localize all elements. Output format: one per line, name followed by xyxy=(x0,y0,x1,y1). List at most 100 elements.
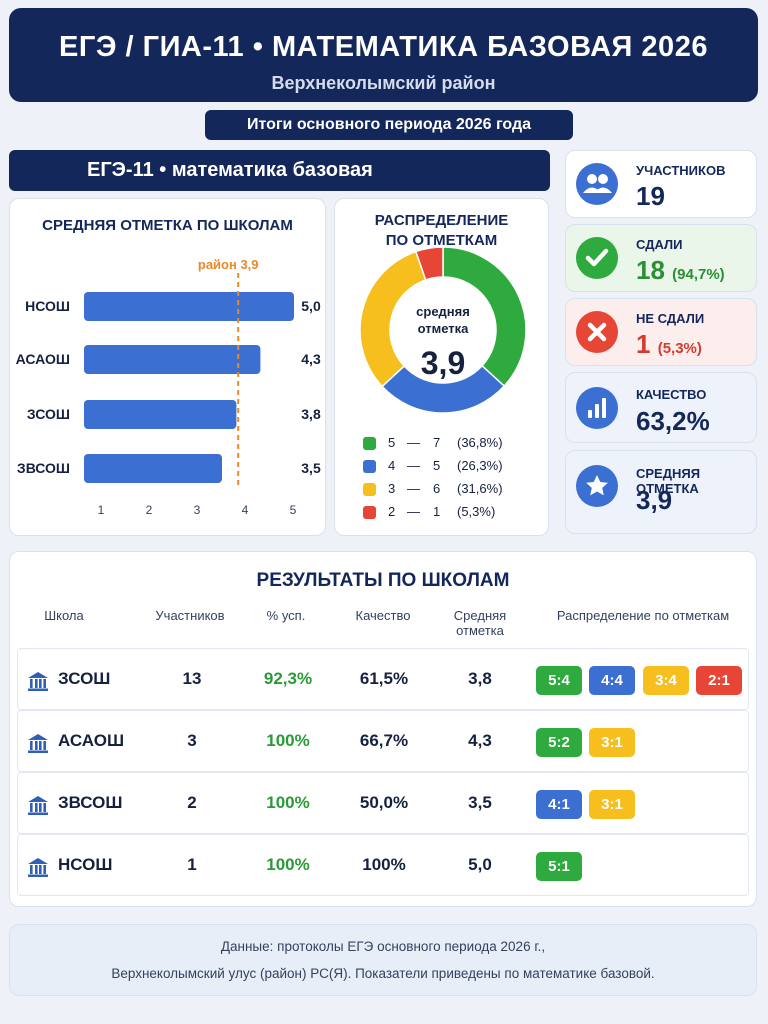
footer-line-1: Данные: протоколы ЕГЭ основного периода … xyxy=(220,939,546,954)
stat-passed: СДАЛИ 18 (94,7%) xyxy=(565,224,757,292)
grade-chip: 5:2 xyxy=(536,728,582,757)
bar-АСАОШ xyxy=(84,345,261,374)
page-title: ЕГЭ / ГИА-11 • МАТЕМАТИКА БАЗОВАЯ 2026 xyxy=(59,31,708,63)
legend-grade: 3 xyxy=(388,481,395,496)
donut-center-label: средняя xyxy=(416,304,470,319)
grade-chip: 5:4 xyxy=(536,666,582,695)
x-tick-label: 2 xyxy=(146,503,153,517)
stat-label: УЧАСТНИКОВ xyxy=(636,163,726,178)
col-header-average-line-2: отметка xyxy=(456,623,504,638)
table-row: АСАОШ 3 100% 66,7% 4,3 5:2 3:1 xyxy=(17,710,749,772)
legend-count: 6 xyxy=(433,481,440,496)
cell-success: 92,3% xyxy=(263,669,313,688)
legend-count: 1 xyxy=(433,504,440,519)
legend-pct: (26,3%) xyxy=(457,458,503,473)
cell-participants: 13 xyxy=(182,669,202,688)
cell-success: 100% xyxy=(266,855,310,874)
table-row: ЗСОШ 13 92,3% 61,5% 3,8 5:4 4:4 3:4 2:1 xyxy=(17,648,749,710)
bar-НСОШ xyxy=(84,292,294,321)
cell-average: 3,5 xyxy=(468,793,492,812)
stat-label: СРЕДНЯЯ ОТМЕТКА xyxy=(636,466,701,496)
stat-failed: НЕ СДАЛИ 1 (5,3%) xyxy=(565,298,757,366)
col-header-average-line-1: Средняя xyxy=(453,608,507,623)
legend-count: 5 xyxy=(433,458,440,473)
stat-value: 19 xyxy=(636,181,665,211)
legend-dash: — xyxy=(407,481,420,496)
legend-swatch xyxy=(363,483,376,496)
grade-chip: 4:1 xyxy=(536,790,582,819)
district-average-label: район 3,9 xyxy=(198,257,259,272)
legend-dash: — xyxy=(407,458,420,473)
donut-title-line-2: ПО ОТМЕТКАМ xyxy=(385,232,498,249)
grade-chip: 3:1 xyxy=(589,728,635,757)
stat-value: 63,2% xyxy=(636,406,710,436)
cell-school: ЗСОШ xyxy=(58,669,111,688)
bar-chart-card: СРЕДНЯЯ ОТМЕТКА ПО ШКОЛАМ НСОШ 5,0 АСАОШ 4,… xyxy=(9,198,326,536)
stat-value: 3,9 xyxy=(636,485,673,515)
bar-ЗВСОШ xyxy=(84,454,222,483)
table-row: ЗВСОШ 2 100% 50,0% 3,5 4:1 3:1 xyxy=(17,772,749,834)
col-header-school: Школа xyxy=(44,608,84,623)
cell-average: 5,0 xyxy=(468,855,492,874)
bar-category-label: ЗВСОШ xyxy=(17,460,70,476)
school-building-icon xyxy=(28,858,48,877)
col-header-distribution: Распределение по отметкам xyxy=(556,608,730,623)
x-tick-label: 4 xyxy=(242,503,249,517)
grade-chip: 3:4 xyxy=(643,666,689,695)
bar-value-label: 4,3 xyxy=(301,351,321,367)
school-building-icon xyxy=(28,796,48,815)
users-icon xyxy=(576,163,618,205)
x-tick-label: 3 xyxy=(194,503,201,517)
legend-pct: (31,6%) xyxy=(457,481,503,496)
school-building-icon xyxy=(28,734,48,753)
grade-chip: 4:4 xyxy=(589,666,635,695)
cell-average: 4,3 xyxy=(468,731,492,750)
col-header-average: Средняя отметка xyxy=(438,608,522,638)
period-label: Итоги основного периода 2026 года xyxy=(205,110,573,140)
stat-participants: УЧАСТНИКОВ 19 xyxy=(565,150,757,218)
star-icon xyxy=(576,465,618,507)
legend-grade: 4 xyxy=(388,458,395,473)
school-building-icon xyxy=(28,672,48,691)
cell-success: 100% xyxy=(266,793,310,812)
cell-average: 3,8 xyxy=(468,669,492,688)
legend-pct: (36,8%) xyxy=(457,435,503,450)
section-title: ЕГЭ-11 • математика базовая xyxy=(9,150,550,191)
donut-slice-grade-5 xyxy=(442,246,527,388)
cell-quality: 100% xyxy=(362,855,406,874)
bar-value-label: 5,0 xyxy=(301,298,321,314)
stat-value-sub: (5,3%) xyxy=(657,340,702,357)
legend-swatch xyxy=(363,460,376,473)
cell-participants: 3 xyxy=(187,731,197,750)
footer-note: Данные: протоколы ЕГЭ основного периода … xyxy=(9,924,757,996)
legend-dash: — xyxy=(407,435,420,450)
stat-value-number: 1 xyxy=(636,329,651,359)
footer-line-2: Верхнеколымский улус (район) РС(Я). Пока… xyxy=(111,966,655,981)
donut-center-value: 3,9 xyxy=(421,345,465,381)
table-row: НСОШ 1 100% 100% 5,0 5:1 xyxy=(17,834,749,896)
bar-chart-icon xyxy=(576,387,618,429)
stat-value-sub: (94,7%) xyxy=(672,266,725,283)
cell-quality: 61,5% xyxy=(359,669,409,688)
stat-value: 1 (5,3%) xyxy=(636,329,702,360)
x-tick-label: 1 xyxy=(98,503,105,517)
col-header-quality: Качество xyxy=(355,608,411,623)
cell-quality: 66,7% xyxy=(359,731,409,750)
grade-chip: 2:1 xyxy=(696,666,742,695)
bar-value-label: 3,8 xyxy=(301,406,321,422)
legend-grade: 2 xyxy=(388,504,395,519)
legend-swatch xyxy=(363,437,376,450)
stat-label: НЕ СДАЛИ xyxy=(636,311,705,326)
bar-ЗСОШ xyxy=(84,400,237,429)
bar-value-label: 3,5 xyxy=(301,460,321,476)
page-subtitle: Верхнеколымский район xyxy=(271,73,496,93)
legend-grade: 5 xyxy=(388,435,395,450)
donut-title-line-1: РАСПРЕДЕЛЕНИЕ xyxy=(374,212,509,229)
donut-chart-card: РАСПРЕДЕЛЕНИЕ ПО ОТМЕТКАМ средняя отметка… xyxy=(334,198,549,536)
cell-school: ЗВСОШ xyxy=(58,793,123,812)
results-table-title: РЕЗУЛЬТАТЫ ПО ШКОЛАМ xyxy=(256,570,510,591)
cell-school: НСОШ xyxy=(58,855,113,874)
legend-pct: (5,3%) xyxy=(457,504,495,519)
title-banner: ЕГЭ / ГИА-11 • МАТЕМАТИКА БАЗОВАЯ 2026 В… xyxy=(9,8,758,102)
cell-quality: 50,0% xyxy=(359,793,409,812)
